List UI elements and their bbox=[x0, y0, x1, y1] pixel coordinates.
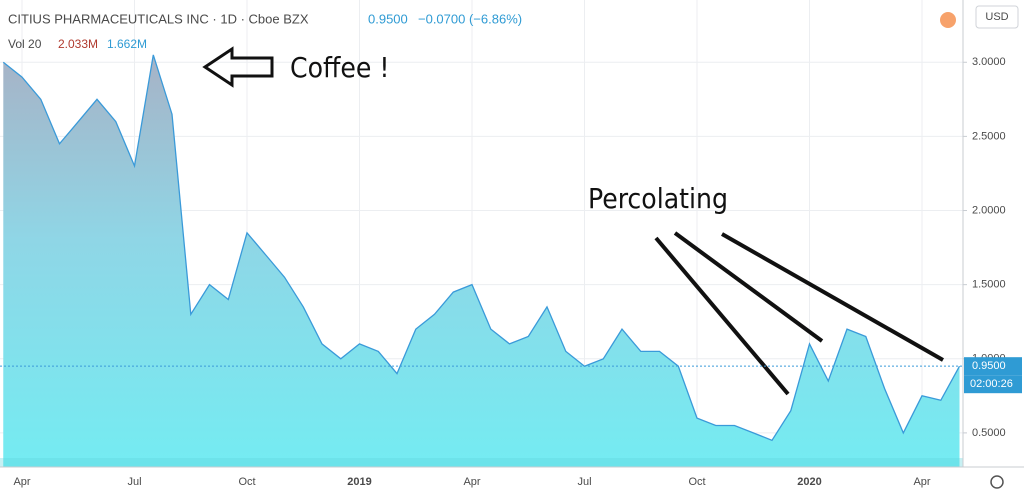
settings-icon[interactable] bbox=[990, 475, 1004, 489]
pointer-line bbox=[654, 236, 790, 396]
x-tick-label: Oct bbox=[688, 476, 705, 488]
currency: USD bbox=[985, 11, 1008, 23]
volume-value: 1.662M bbox=[107, 37, 147, 51]
x-tick-label: Jul bbox=[577, 476, 591, 488]
countdown: 02:00:26 bbox=[970, 378, 1013, 390]
x-tick-label: 2019 bbox=[347, 476, 371, 488]
x-tick-label: 2020 bbox=[797, 476, 821, 488]
x-tick-label: Jul bbox=[127, 476, 141, 488]
x-tick-label: Apr bbox=[913, 476, 930, 488]
header-change: −0.0700 (−6.86%) bbox=[418, 11, 522, 26]
last-price-label: 0.9500 bbox=[972, 360, 1006, 372]
x-tick-label: Apr bbox=[13, 476, 30, 488]
annotation: Coffee ! bbox=[290, 51, 389, 84]
pointer-line bbox=[721, 232, 944, 362]
alert-icon[interactable] bbox=[940, 12, 956, 28]
y-tick-label: 2.0000 bbox=[972, 204, 1006, 216]
x-tick-label: Oct bbox=[238, 476, 255, 488]
arrow bbox=[202, 46, 274, 88]
header-price: 0.9500 bbox=[368, 11, 408, 26]
countdown-box bbox=[964, 375, 1022, 394]
x-tick-label: Apr bbox=[463, 476, 480, 488]
y-tick-label: 2.5000 bbox=[972, 130, 1006, 142]
plot bbox=[2, 54, 961, 468]
price-line bbox=[2, 54, 961, 442]
pointer-line bbox=[673, 231, 824, 343]
annotation: Percolating bbox=[588, 182, 728, 215]
y-tick-label: 3.0000 bbox=[972, 56, 1006, 68]
last-price-box bbox=[964, 357, 1022, 376]
volume-label: Vol 20 bbox=[8, 37, 42, 51]
volume-value: 2.033M bbox=[58, 37, 98, 51]
area-fill bbox=[3, 54, 960, 468]
symbol-title: CITIUS PHARMACEUTICALS INC · 1D · Cboe B… bbox=[8, 11, 309, 26]
y-tick-label: 1.5000 bbox=[972, 279, 1006, 291]
y-tick-label: 0.5000 bbox=[972, 427, 1006, 439]
currency-box[interactable] bbox=[975, 5, 1019, 29]
volume-strip bbox=[0, 458, 963, 467]
